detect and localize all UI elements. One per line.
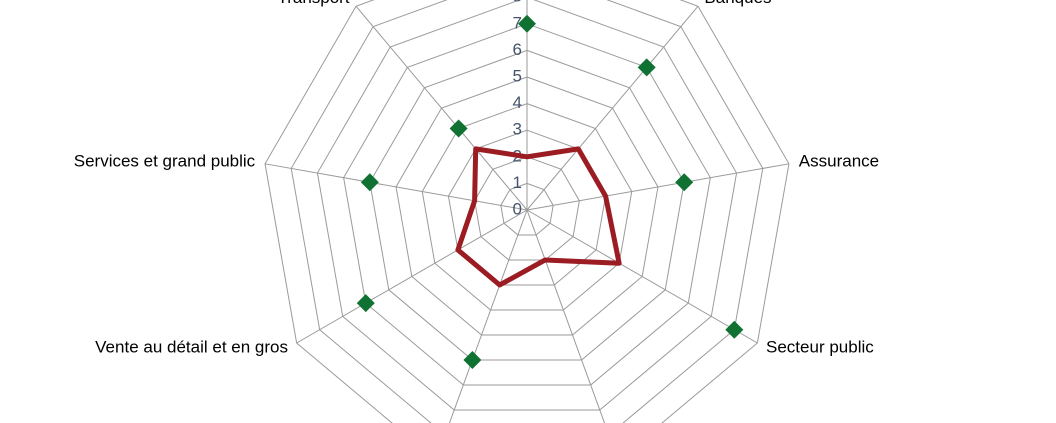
tick-label: 7: [513, 13, 522, 32]
grid-ring: [290, 0, 764, 423]
tick-label: 1: [513, 173, 522, 192]
category-label: Banques: [704, 0, 771, 7]
spoke: [526, 163, 790, 211]
spoke: [296, 209, 528, 344]
spoke: [526, 209, 606, 423]
series-marker: [725, 320, 744, 339]
grid-ring: [395, 76, 659, 336]
tick-label: 3: [513, 120, 522, 139]
tick-label: 6: [513, 40, 522, 59]
tick-label: 8: [513, 0, 522, 6]
category-label: Assurance: [799, 152, 879, 171]
grid-ring: [500, 182, 554, 236]
series-marker: [637, 58, 656, 77]
category-label: Transport: [277, 0, 349, 7]
grid-ring: [316, 0, 738, 411]
category-label: Vente au détail et en gros: [95, 337, 288, 356]
grid-ring: [264, 0, 790, 423]
series-line: [455, 146, 622, 288]
grid-ring: [421, 103, 633, 311]
series-marker: [356, 294, 375, 313]
spoke: [355, 5, 528, 211]
category-label: Secteur public: [766, 337, 874, 356]
series-marker: [675, 173, 694, 192]
tick-label: 0: [513, 199, 522, 218]
grid-ring: [474, 156, 580, 261]
spoke: [526, 209, 758, 344]
tick-label: 4: [513, 93, 522, 112]
series-marker: [360, 173, 379, 192]
grid-ring: [369, 49, 685, 361]
grid-ring: [343, 23, 711, 386]
spoke: [448, 209, 528, 423]
tick-label: 5: [513, 66, 522, 85]
spoke: [264, 163, 528, 211]
category-label: Services et grand public: [74, 152, 256, 171]
series-marker: [449, 119, 468, 138]
spoke: [526, 5, 699, 211]
series-marker: [518, 14, 536, 33]
series-marker: [463, 350, 482, 369]
